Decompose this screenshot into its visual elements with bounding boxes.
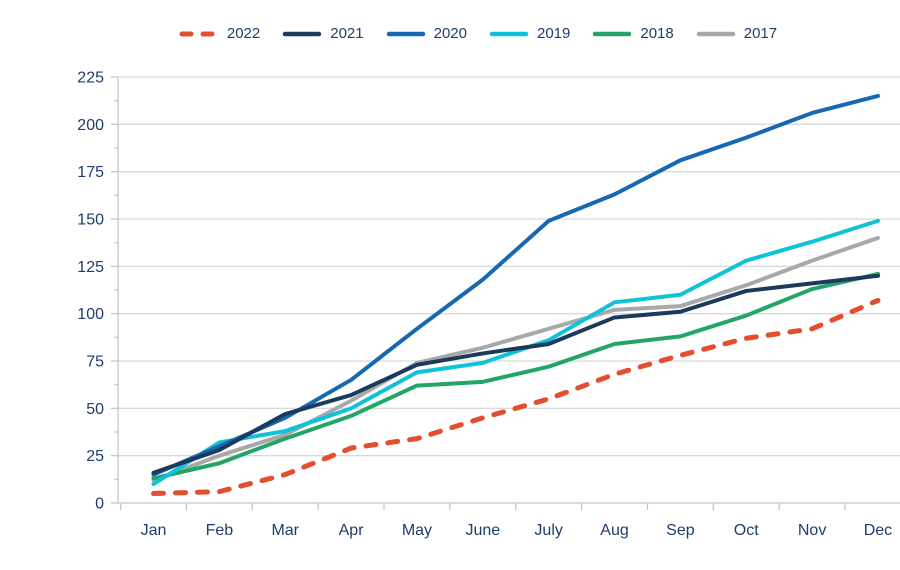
y-axis-label: 175 xyxy=(77,164,104,181)
legend-swatch-2018 xyxy=(593,31,632,37)
x-axis-label: Apr xyxy=(339,522,365,539)
legend-item-2022: 2022 xyxy=(179,26,260,42)
legend-item-2020: 2020 xyxy=(386,26,467,42)
x-axis-label: Feb xyxy=(206,522,234,539)
legend-item-2019: 2019 xyxy=(489,26,570,42)
series-line-2020 xyxy=(151,93,880,477)
y-axis-label: 50 xyxy=(86,401,104,418)
x-axis-label: Dec xyxy=(864,522,892,539)
legend-item-2021: 2021 xyxy=(282,25,364,42)
legend-swatch-2019 xyxy=(489,31,529,37)
x-axis-label: Nov xyxy=(798,522,826,539)
legend-label: 2019 xyxy=(537,25,571,42)
x-axis-label: May xyxy=(402,522,432,539)
y-axis-label: 25 xyxy=(86,448,104,465)
legend-item-2018: 2018 xyxy=(592,25,674,42)
x-axis-label: Jan xyxy=(141,522,167,539)
legend-item-2017: 2017 xyxy=(696,26,777,42)
y-axis-label: 75 xyxy=(86,354,104,371)
x-axis-label: Oct xyxy=(734,522,759,539)
chart-canvas: 0 25 50 75 100 125 150 175 200 225 Jan Feb Mar Apr May… xyxy=(77,70,900,539)
y-axis-label: 200 xyxy=(77,117,104,134)
legend-swatch-2017 xyxy=(696,31,735,37)
x-axis-label: Aug xyxy=(600,522,628,539)
y-axis-label: 0 xyxy=(95,496,104,513)
legend-label: 2020 xyxy=(433,25,467,42)
line-chart: 0 25 50 75 100 125 150 175 200 225 Jan Feb Mar Apr May… xyxy=(40,16,900,554)
series-line-2018 xyxy=(151,271,880,481)
legend-label: 2022 xyxy=(226,25,261,42)
legend-label: 2021 xyxy=(330,25,364,42)
legend-swatch-2022 xyxy=(179,31,219,37)
series-line-2019 xyxy=(151,218,880,487)
legend-label: 2018 xyxy=(640,25,674,42)
x-axis-label: Sep xyxy=(666,522,695,539)
chart-legend: 2022 2021 2020 2019 2018 2017 xyxy=(40,26,900,42)
x-axis-label: Mar xyxy=(271,522,299,539)
y-axis-label: 225 xyxy=(77,70,104,87)
series-line-2021 xyxy=(151,273,880,475)
series-line-2022 xyxy=(151,297,881,497)
legend-swatch-2020 xyxy=(386,31,425,37)
series-line-2017 xyxy=(151,235,880,483)
legend-swatch-2021 xyxy=(283,31,322,37)
y-axis-label: 150 xyxy=(77,212,104,229)
x-axis-label: June xyxy=(465,522,500,539)
y-axis-label: 100 xyxy=(77,306,104,323)
x-axis-label: July xyxy=(534,522,562,539)
legend-label: 2017 xyxy=(743,25,778,42)
y-axis-label: 125 xyxy=(77,259,104,276)
